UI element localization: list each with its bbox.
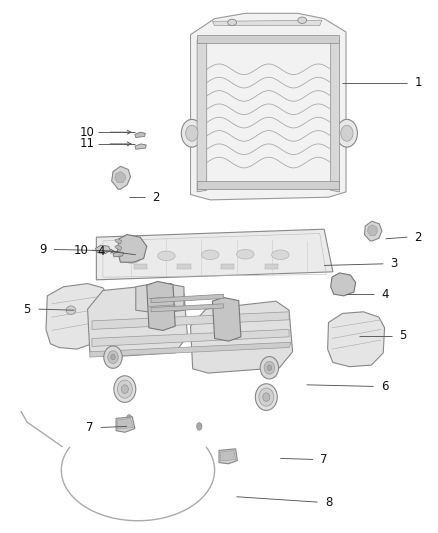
Polygon shape: [177, 264, 191, 269]
Ellipse shape: [267, 365, 272, 370]
Text: 5: 5: [399, 329, 406, 342]
Ellipse shape: [197, 423, 202, 430]
Ellipse shape: [201, 250, 219, 260]
Polygon shape: [197, 38, 207, 192]
Polygon shape: [191, 13, 346, 200]
Polygon shape: [331, 273, 356, 296]
Text: 4: 4: [381, 288, 389, 301]
Text: 3: 3: [391, 257, 398, 270]
Polygon shape: [46, 284, 110, 349]
Polygon shape: [212, 297, 241, 341]
Text: 4: 4: [97, 245, 105, 258]
Ellipse shape: [181, 119, 202, 147]
Polygon shape: [115, 239, 122, 244]
Ellipse shape: [121, 385, 128, 393]
Polygon shape: [147, 281, 175, 330]
Polygon shape: [117, 418, 133, 429]
Polygon shape: [135, 132, 145, 138]
Polygon shape: [364, 221, 382, 241]
Polygon shape: [96, 229, 333, 280]
Polygon shape: [88, 284, 187, 357]
Ellipse shape: [158, 251, 175, 261]
Text: 2: 2: [152, 191, 159, 204]
Ellipse shape: [186, 125, 198, 141]
Ellipse shape: [341, 125, 353, 141]
Polygon shape: [115, 245, 122, 251]
Polygon shape: [92, 329, 289, 346]
Ellipse shape: [104, 346, 122, 368]
Polygon shape: [116, 417, 135, 432]
Polygon shape: [367, 225, 378, 236]
Polygon shape: [151, 294, 223, 303]
Polygon shape: [95, 245, 110, 254]
Ellipse shape: [336, 119, 357, 147]
Ellipse shape: [117, 380, 132, 398]
Ellipse shape: [263, 393, 270, 401]
Polygon shape: [331, 38, 339, 192]
Polygon shape: [197, 35, 339, 43]
Polygon shape: [219, 449, 237, 464]
Text: 10: 10: [79, 126, 94, 139]
Polygon shape: [197, 181, 339, 189]
Ellipse shape: [111, 354, 115, 360]
Polygon shape: [135, 144, 146, 149]
Polygon shape: [92, 312, 289, 329]
Polygon shape: [220, 450, 236, 461]
Polygon shape: [221, 264, 234, 269]
Text: 1: 1: [414, 76, 422, 89]
Polygon shape: [134, 264, 147, 269]
Ellipse shape: [123, 254, 140, 263]
Polygon shape: [328, 312, 385, 367]
Polygon shape: [115, 172, 126, 183]
Ellipse shape: [298, 17, 307, 23]
Ellipse shape: [114, 376, 136, 402]
Polygon shape: [113, 252, 124, 257]
Polygon shape: [151, 304, 223, 312]
Polygon shape: [112, 166, 131, 189]
Ellipse shape: [259, 388, 274, 406]
Text: 5: 5: [24, 303, 31, 316]
Text: 8: 8: [325, 496, 332, 508]
Ellipse shape: [127, 415, 132, 422]
Polygon shape: [117, 235, 147, 262]
Text: 11: 11: [79, 138, 94, 150]
Ellipse shape: [66, 306, 76, 314]
Polygon shape: [191, 301, 293, 373]
Polygon shape: [265, 264, 278, 269]
Ellipse shape: [255, 384, 277, 410]
Text: 9: 9: [39, 243, 47, 256]
Ellipse shape: [228, 19, 237, 26]
Polygon shape: [115, 252, 122, 257]
Polygon shape: [212, 20, 322, 26]
Ellipse shape: [237, 249, 254, 259]
Text: 7: 7: [86, 421, 94, 434]
Polygon shape: [136, 282, 184, 313]
Text: 7: 7: [320, 453, 328, 466]
Ellipse shape: [272, 250, 289, 260]
Ellipse shape: [108, 351, 118, 364]
Text: 10: 10: [74, 244, 88, 257]
Ellipse shape: [260, 357, 279, 379]
Polygon shape: [90, 342, 291, 357]
Text: 6: 6: [381, 380, 389, 393]
Ellipse shape: [264, 361, 275, 374]
Text: 2: 2: [414, 231, 422, 244]
